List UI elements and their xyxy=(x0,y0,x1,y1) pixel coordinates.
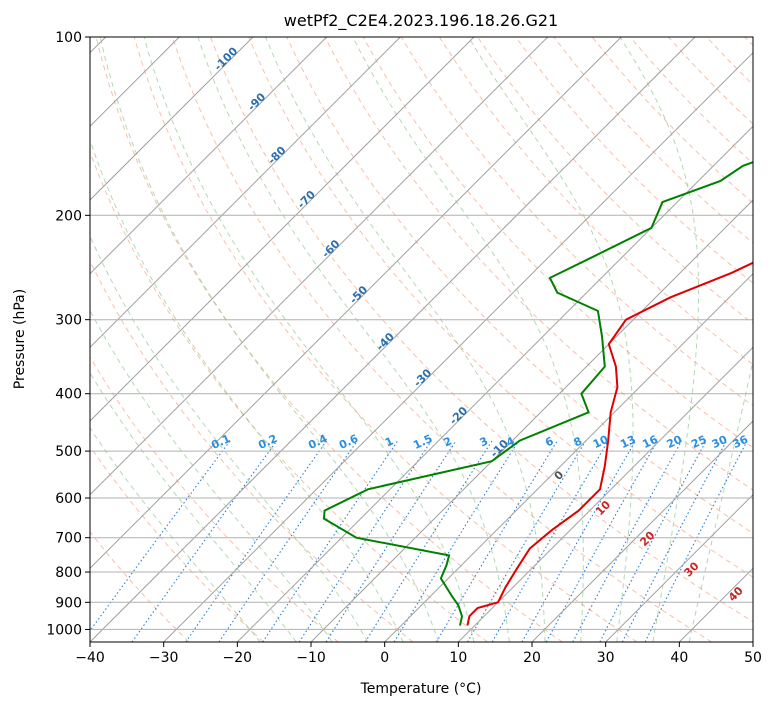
y-tick-label: 100 xyxy=(55,30,82,46)
x-tick-label: 30 xyxy=(597,650,615,666)
x-tick-label: 0 xyxy=(380,650,389,666)
y-tick-label: 1000 xyxy=(46,622,82,638)
y-tick-label: 200 xyxy=(55,208,82,224)
chart-title: wetPf2_C2E4.2023.196.18.26.G21 xyxy=(284,11,558,31)
y-tick-label: 700 xyxy=(55,531,82,547)
y-tick-label: 500 xyxy=(55,444,82,460)
x-tick-label: −10 xyxy=(296,650,326,666)
x-axis-label: Temperature (°C) xyxy=(360,681,482,697)
y-axis-label: Pressure (hPa) xyxy=(12,289,28,389)
x-tick-label: −40 xyxy=(75,650,105,666)
x-tick-label: 10 xyxy=(449,650,467,666)
x-tick-label: 20 xyxy=(523,650,541,666)
y-tick-label: 900 xyxy=(55,595,82,611)
y-tick-label: 800 xyxy=(55,565,82,581)
y-tick-label: 600 xyxy=(55,491,82,507)
y-tick-label: 400 xyxy=(55,387,82,403)
x-tick-label: 40 xyxy=(670,650,688,666)
x-tick-label: 50 xyxy=(744,650,762,666)
x-tick-label: −30 xyxy=(149,650,179,666)
y-tick-label: 300 xyxy=(55,313,82,329)
x-tick-label: −20 xyxy=(223,650,253,666)
